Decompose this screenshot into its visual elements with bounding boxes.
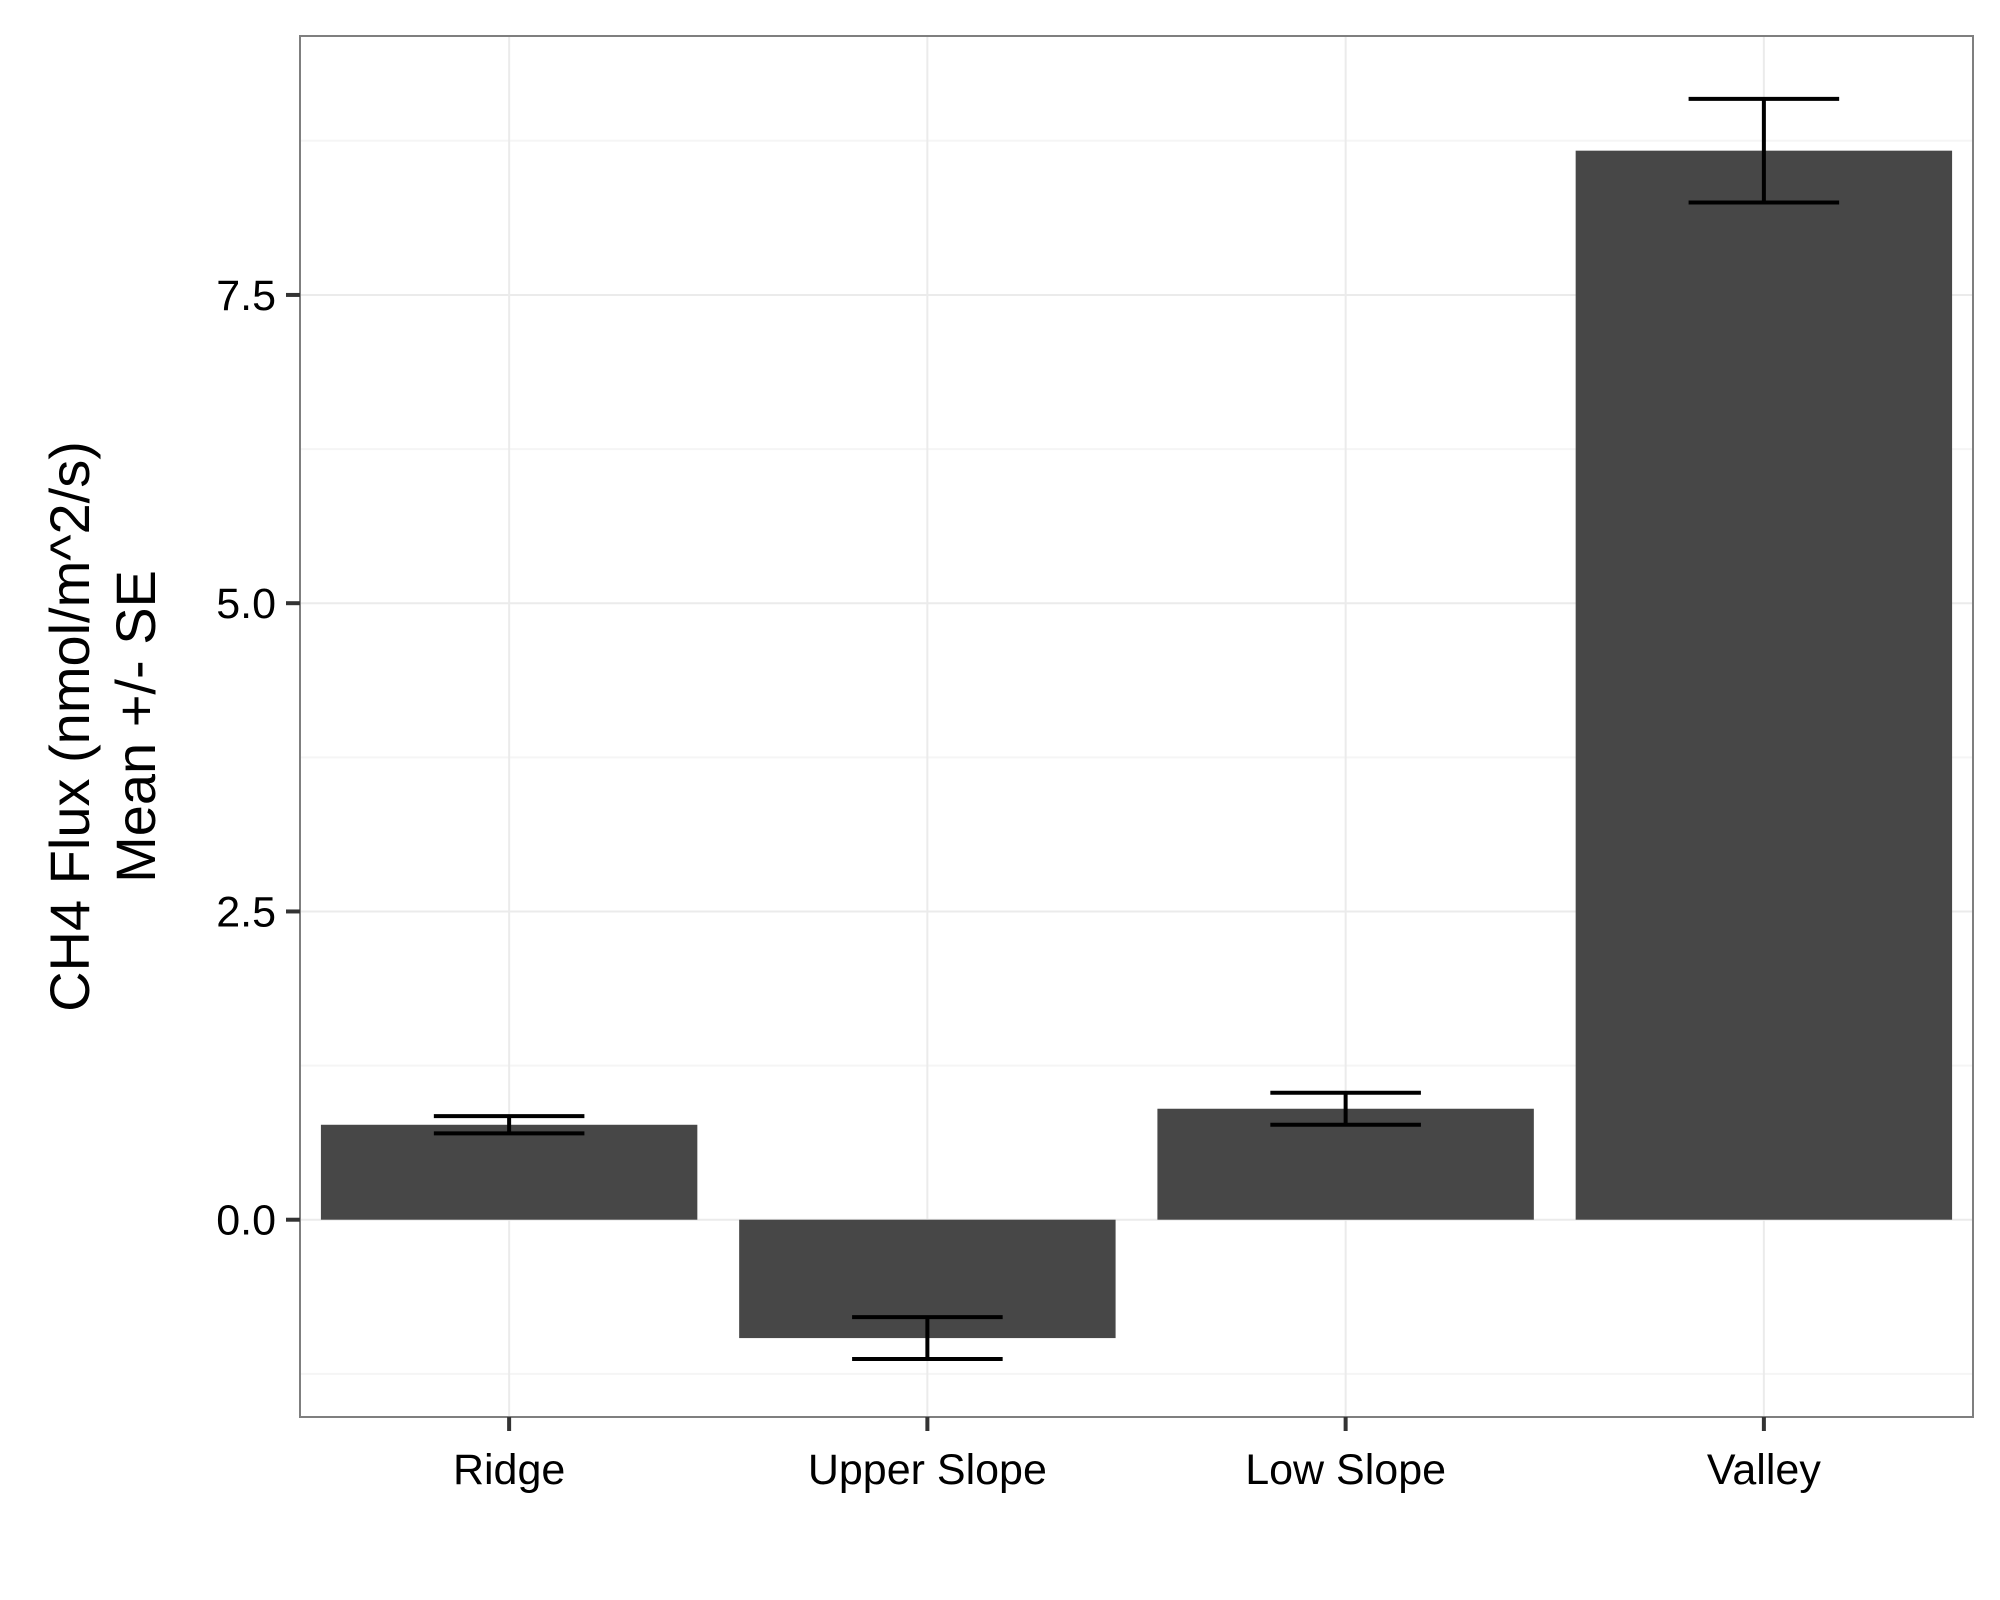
y-axis-title-line-1: CH4 Flux (nmol/m^2/s) bbox=[38, 441, 101, 1012]
bar bbox=[1575, 150, 1953, 1220]
x-tick-label: Ridge bbox=[453, 1446, 565, 1494]
error-bars bbox=[433, 96, 1840, 1362]
y-tick-label: 7.5 bbox=[216, 272, 276, 320]
x-tick-label: Upper Slope bbox=[808, 1446, 1047, 1494]
y-tick-label: 0.0 bbox=[216, 1197, 276, 1245]
y-axis: 0.0 2.5 5.0 7.5 bbox=[216, 272, 300, 1245]
y-axis-title-line-2: Mean +/- SE bbox=[104, 570, 167, 883]
bar bbox=[320, 1124, 698, 1220]
y-tick-label: 5.0 bbox=[216, 580, 276, 628]
y-tick-label: 2.5 bbox=[216, 888, 276, 936]
x-tick-label: Valley bbox=[1707, 1446, 1821, 1494]
bars bbox=[320, 150, 1953, 1339]
x-tick-label: Low Slope bbox=[1245, 1446, 1446, 1494]
panel-border bbox=[299, 35, 1974, 1418]
x-axis: Ridge Upper Slope Low Slope Valley bbox=[453, 1417, 1821, 1494]
bar bbox=[1157, 1108, 1534, 1220]
